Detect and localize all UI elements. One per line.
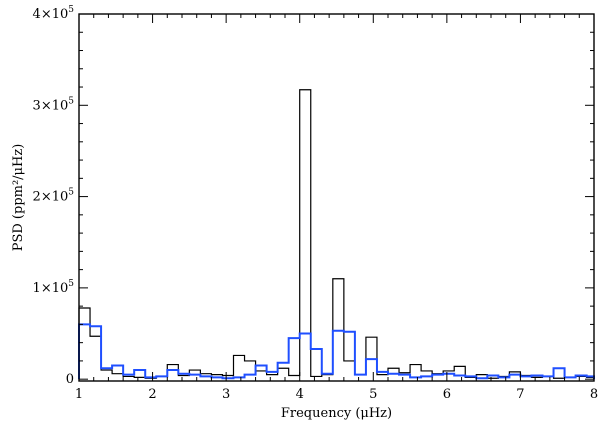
series-2-bin-18 <box>278 363 289 379</box>
series-1-bin-2 <box>101 370 112 379</box>
y-tick-label: 0 <box>66 372 74 387</box>
series-1-bin-34 <box>454 366 465 379</box>
series-2 <box>78 323 595 380</box>
series-2-bin-20 <box>300 334 311 380</box>
y-tick-label: 3×105 <box>33 96 75 113</box>
y-axis-title: PSD (ppm²/μHz) <box>11 144 26 252</box>
series-1-bin-0 <box>79 308 90 379</box>
series-2-outline <box>78 323 595 380</box>
series-2-bin-16 <box>256 365 267 379</box>
series-1-bin-8 <box>167 365 178 380</box>
series-2-bin-26 <box>366 359 377 379</box>
series-2-bin-0 <box>79 324 90 379</box>
series-2-bin-23 <box>333 331 344 379</box>
series-1-bin-16 <box>256 371 267 379</box>
series-2-bin-3 <box>112 365 123 379</box>
y-tick-label: 2×105 <box>33 188 75 205</box>
series-1-bin-31 <box>421 371 432 379</box>
series-layer <box>78 89 595 380</box>
x-tick-label: 8 <box>590 387 598 402</box>
series-1-bin-22 <box>322 375 333 380</box>
y-tick-label: 4×105 <box>33 5 75 22</box>
x-tick-label: 7 <box>516 387 524 402</box>
series-1-bin-20 <box>300 90 311 379</box>
series-2-bin-21 <box>311 349 322 379</box>
series-1-bin-14 <box>234 355 245 379</box>
series-1-bin-18 <box>278 368 289 379</box>
series-1-bin-1 <box>90 336 101 379</box>
x-axis-title: Frequency (μHz) <box>281 406 392 421</box>
x-tick-label: 3 <box>222 387 230 402</box>
series-2-bin-27 <box>377 372 388 379</box>
x-tick-label: 6 <box>443 387 451 402</box>
series-1-outline <box>78 89 595 380</box>
x-tick-label: 1 <box>75 387 83 402</box>
series-1-bin-33 <box>443 371 454 379</box>
labels-layer: 1 2 3 4 5 6 7 8 0 1×105 2×105 3×105 4×105 <box>33 5 598 402</box>
series-1-bin-3 <box>112 374 123 379</box>
ticks-layer <box>78 13 595 381</box>
series-1-bin-27 <box>377 375 388 380</box>
plot-frame <box>78 13 595 382</box>
series-2-bin-19 <box>289 338 300 379</box>
series-1-bin-17 <box>267 375 278 380</box>
series-2-bin-24 <box>344 332 355 379</box>
series-2-bin-8 <box>167 370 178 379</box>
series-2-bin-17 <box>267 372 278 379</box>
x-tick-label: 5 <box>369 387 377 402</box>
series-1-bin-24 <box>344 361 355 379</box>
x-tick-label: 4 <box>296 387 304 402</box>
x-tick-label: 2 <box>148 387 156 402</box>
y-tick-label: 1×105 <box>33 279 75 296</box>
series-1-bin-23 <box>333 279 344 379</box>
series-1 <box>78 89 595 380</box>
series-2-bin-1 <box>90 326 101 379</box>
series-1-bin-15 <box>245 361 256 379</box>
series-2-bin-43 <box>554 368 565 379</box>
